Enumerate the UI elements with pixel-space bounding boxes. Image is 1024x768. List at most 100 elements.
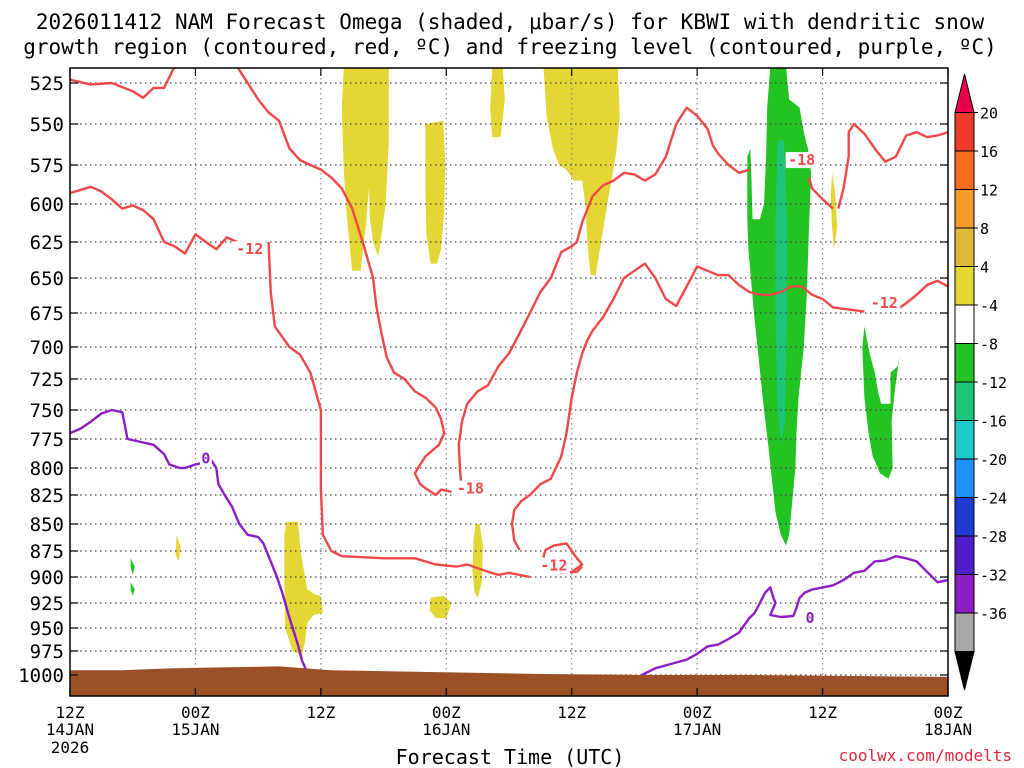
colorbar-label: -32 [980,567,1007,585]
chart-title-line1: 2026011412 NAM Forecast Omega (shaded, μ… [36,10,985,34]
omega-region [429,595,452,618]
y-tick-label: 925 [30,593,64,615]
x-tick-time-label: 12Z [306,703,335,722]
y-tick-label: 950 [30,618,64,640]
temperature-contour-line [510,262,865,551]
x-tick-time-label: 00Z [181,703,210,722]
x-tick-date-label: 17JAN [673,720,721,739]
contour-label-bg [785,152,818,169]
colorbar-segment [954,266,975,306]
colorbar-label: 20 [980,105,998,123]
colorbar-label: -24 [980,490,1007,508]
temperature-contour-line [236,68,452,497]
omega-region [490,68,505,138]
y-tick-label: 525 [30,73,64,95]
temperature-contour-label: -18 [788,151,815,169]
omega-region [543,68,620,276]
colorbar-label: 16 [980,143,998,161]
colorbar-segment [954,189,975,229]
omega-region [175,534,181,562]
freezing-label-bg [804,610,817,626]
freezing-level-line [210,459,308,671]
y-tick-label: 825 [30,485,64,507]
y-tick-label: 875 [30,541,64,563]
y-tick-label: 725 [30,369,64,391]
contour-label-bg [868,295,901,312]
chart-title-line2: growth region (contoured, red, ºC) and f… [23,35,997,59]
freezing-level-label: 0 [806,609,815,627]
temperature-contour-line [70,185,238,255]
x-tick-date-label: 14JAN [46,720,94,739]
x-tick-time-label: 00Z [683,703,712,722]
temperature-contours: -12 -18 -12 -18 -12 [70,68,948,579]
x-tick-date-label: 16JAN [422,720,470,739]
x-tick-date-label: 18JAN [924,720,972,739]
temperature-contour-line [457,106,750,497]
x-tick-year-label: 2026 [51,738,90,757]
temperature-contour-label: -12 [871,294,898,312]
colorbar-label: 12 [980,182,998,200]
freezing-level-label: 0 [201,450,210,468]
y-tick-label: 750 [30,400,64,422]
freezing-level-contour: 00 [70,408,948,677]
freezing-level-line [70,408,207,470]
y-tick-label: 800 [30,458,64,480]
temperature-contour-line [837,122,948,209]
omega-region [862,326,900,479]
colorbar-segment [954,458,975,498]
x-tick-time-label: 00Z [934,703,963,722]
x-tick-time-label: 12Z [557,703,586,722]
temperature-contour-line [807,177,834,210]
y-tick-label: 650 [30,268,64,290]
freezing-label-bg [199,450,212,467]
colorbar-bottom-triangle [954,651,975,691]
omega-region [472,524,483,598]
y-tick-label: 575 [30,155,64,177]
y-tick-label: 700 [30,337,64,359]
x-tick-date-label: 15JAN [171,720,219,739]
omega-region [341,68,389,271]
y-tick-label: 775 [30,429,64,451]
terrain-ground [70,666,948,696]
colorbar-segment [954,227,975,267]
y-tick-label: 675 [30,303,64,325]
colorbar-label: -16 [980,413,1007,431]
omega-region [425,120,446,264]
colorbar-segment [954,381,975,421]
x-tick-time-label: 12Z [56,703,85,722]
colorbar-label: 4 [980,259,989,277]
colorbar-segment [954,343,975,383]
contour-label-bg [537,557,570,574]
colorbar-segment [954,112,975,152]
omega-region [130,582,135,596]
temperature-contour-label: -12 [236,240,263,258]
credit-text: coolwx.com/modelts [839,746,1012,765]
colorbar-label: -20 [980,451,1007,469]
omega-region [830,172,838,250]
colorbar-segment [954,612,975,652]
contour-label-bg [454,480,487,497]
colorbar-label: -4 [980,297,998,315]
temperature-contour-line [70,68,176,99]
temperature-contour-label: -12 [540,557,567,575]
colorbar-label: -28 [980,528,1007,546]
axes: 525 550 575 600 625 650 675 700 725 750 775 800 825 8… [18,67,972,757]
colorbar-label: -8 [980,336,998,354]
temperature-contour-line [895,279,948,312]
temperature-contour-line [267,241,531,579]
omega-series-positive-4-8 [175,68,838,656]
omega-region [130,558,135,575]
freezing-level-line [641,555,948,677]
colorbar-segment [954,535,975,575]
colorbar: 20 16 12 8 4 -4 -8 -12 -16 -20 -24 -28 -32 -36 [954,73,1007,691]
y-tick-label: 625 [30,232,64,254]
colorbar-label: -36 [980,605,1007,623]
x-tick-time-label: 00Z [432,703,461,722]
colorbar-segment [954,304,975,344]
y-tick-label: 550 [30,114,64,136]
colorbar-segment [954,420,975,460]
x-axis-label: Forecast Time (UTC) [396,745,625,768]
